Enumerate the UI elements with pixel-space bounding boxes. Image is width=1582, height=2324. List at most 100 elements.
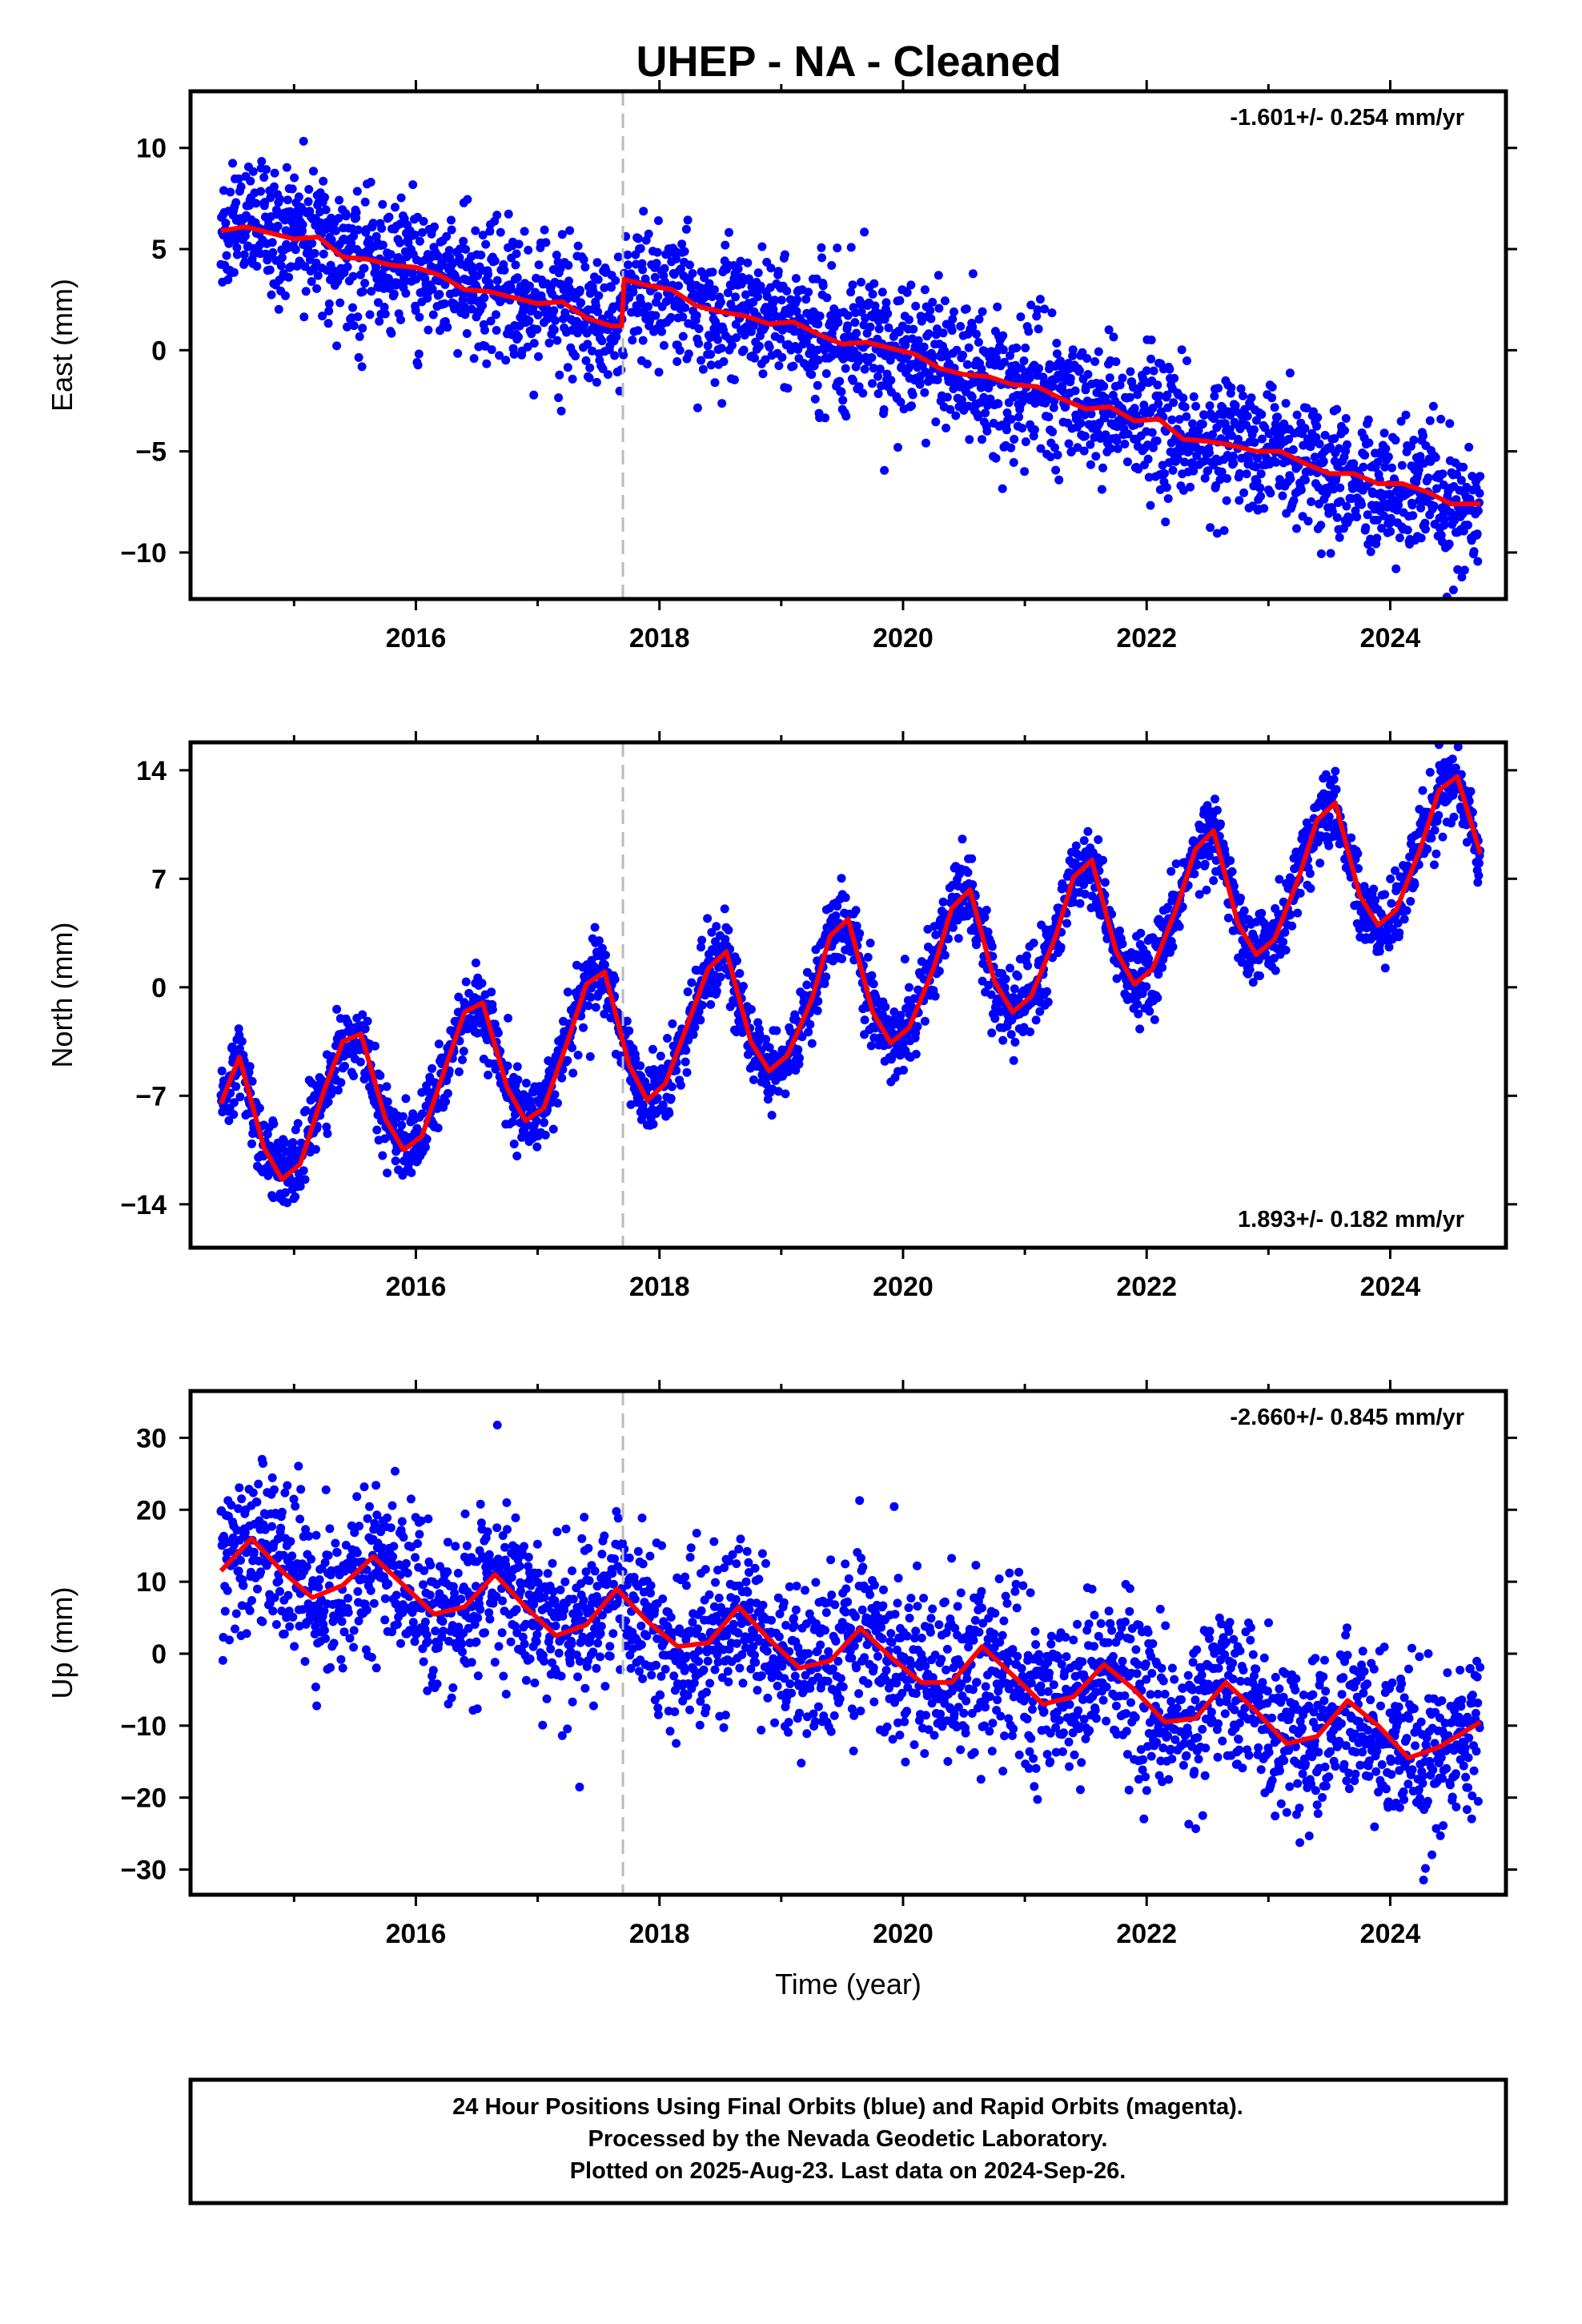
east-point	[758, 369, 768, 379]
north-point	[930, 991, 940, 1001]
east-point	[490, 256, 500, 266]
east-point	[705, 279, 714, 288]
east-point	[231, 198, 241, 207]
chart-title: UHEP - NA - Cleaned	[636, 38, 1061, 86]
north-point	[1035, 1007, 1045, 1016]
north-point	[666, 1094, 676, 1103]
east-point	[597, 336, 607, 346]
east-point	[240, 231, 250, 241]
east-point	[1296, 485, 1306, 495]
east-point	[1473, 557, 1483, 566]
north-point	[1154, 970, 1163, 979]
east-point	[1267, 382, 1277, 392]
east-point	[1310, 452, 1319, 462]
east-point	[1215, 475, 1225, 485]
east-point	[1047, 308, 1057, 318]
north-point	[797, 1032, 807, 1042]
east-point	[458, 295, 468, 304]
east-point	[324, 299, 334, 308]
east-point	[1227, 383, 1236, 392]
north-point	[454, 1067, 464, 1076]
east-point	[1397, 460, 1407, 470]
east-point	[410, 230, 420, 239]
east-point	[875, 309, 885, 319]
east-point	[1064, 439, 1074, 448]
east-point	[1302, 404, 1311, 413]
east-point	[1120, 440, 1130, 448]
east-point	[395, 238, 404, 247]
north-point	[690, 1023, 700, 1032]
east-point	[909, 324, 918, 334]
east-point	[556, 406, 566, 416]
east-point	[307, 239, 317, 248]
east-point	[1086, 460, 1095, 469]
east-point	[557, 230, 567, 239]
east-point	[933, 375, 942, 384]
north-point	[280, 1138, 290, 1148]
north-point	[493, 1028, 503, 1038]
north-point	[773, 1087, 783, 1096]
east-point	[532, 324, 542, 334]
north-point	[471, 958, 480, 967]
north-point	[563, 1055, 572, 1065]
north-point	[420, 1143, 430, 1152]
north-point	[805, 1019, 815, 1029]
east-point	[281, 291, 290, 300]
north-point	[804, 1027, 813, 1037]
east-point	[907, 401, 916, 411]
east-point	[616, 365, 626, 375]
east-point	[1429, 501, 1439, 511]
north-point	[600, 1009, 609, 1019]
east-point	[1142, 366, 1151, 376]
north-point	[967, 854, 977, 863]
east-point	[1408, 511, 1418, 521]
east-point	[815, 312, 825, 321]
north-point	[749, 1075, 758, 1084]
east-point	[893, 443, 902, 452]
east-point	[391, 203, 400, 212]
north-point	[648, 1044, 657, 1054]
east-point	[1444, 539, 1454, 549]
east-point	[345, 245, 355, 255]
east-point	[833, 243, 842, 253]
east-point	[761, 355, 770, 364]
east-point	[343, 262, 352, 271]
north-point	[714, 963, 724, 972]
east-point	[412, 275, 421, 284]
east-point	[276, 261, 286, 271]
east-point	[873, 372, 882, 381]
north-point	[781, 1089, 790, 1099]
east-point	[848, 280, 857, 290]
east-point	[1115, 380, 1125, 390]
east-point	[736, 256, 745, 266]
east-point	[417, 227, 427, 237]
east-point	[1083, 370, 1093, 379]
east-point	[1180, 402, 1190, 412]
north-point	[1202, 885, 1211, 895]
east-point	[523, 342, 532, 352]
east-point	[1177, 345, 1186, 355]
north-point	[911, 1049, 921, 1059]
east-point	[291, 245, 300, 255]
east-point	[624, 260, 632, 270]
north-point	[1112, 974, 1122, 983]
north-point	[1010, 984, 1019, 994]
east-point	[770, 296, 780, 305]
east-point	[1423, 473, 1433, 483]
north-point	[461, 977, 471, 987]
east-point	[698, 364, 708, 374]
east-point	[1020, 467, 1030, 476]
east-point	[603, 370, 612, 380]
east-point	[348, 303, 357, 312]
north-point	[1305, 869, 1315, 879]
east-point	[1051, 465, 1061, 475]
north-point	[1271, 966, 1280, 975]
north-point	[703, 914, 713, 923]
north-point	[1071, 841, 1081, 850]
east-point	[223, 275, 233, 284]
x-tick-label: 2016	[386, 623, 447, 653]
east-point	[850, 318, 860, 328]
east-point	[310, 248, 319, 258]
north-point	[980, 913, 990, 923]
